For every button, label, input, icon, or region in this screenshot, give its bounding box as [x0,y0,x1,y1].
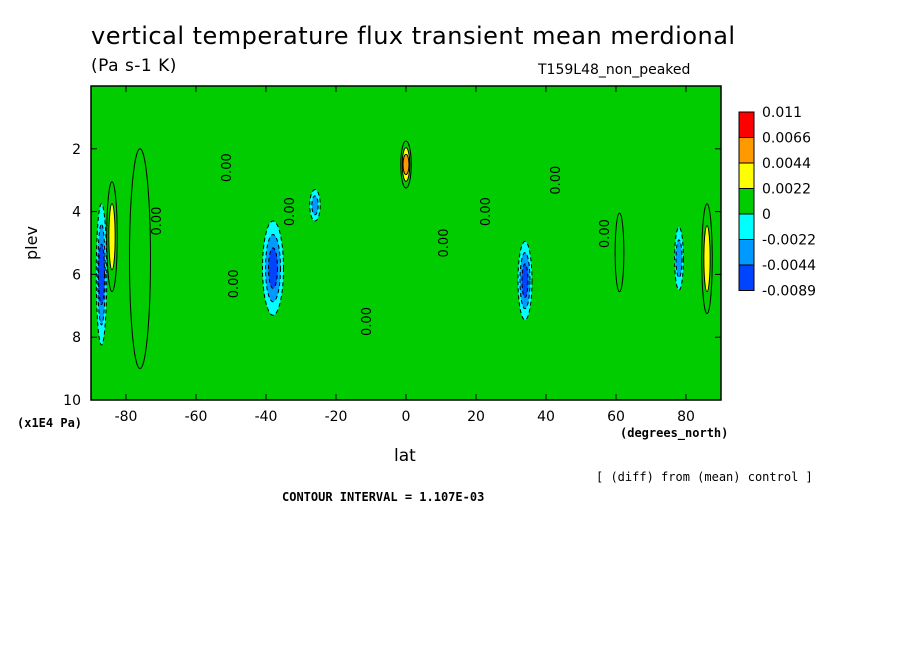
contour-region-3-2 [268,247,278,289]
chart-units: (Pa s-1 K) [91,56,177,76]
x-tick-label-0: -80 [115,409,138,425]
colorbar-swatch-5 [738,239,755,266]
y-tick-label-2: 6 [72,267,81,283]
x-tick-label-3: -20 [325,409,348,425]
colorbar-swatch-2 [738,162,755,189]
colorbar-label-0: 0.011 [762,105,802,121]
x-tick-label-6: 40 [537,409,555,425]
contour-label-5: 0.00 [220,153,235,182]
contour-label-4: 0.00 [437,229,452,258]
colorbar-label-2: 0.0044 [762,156,811,172]
contour-label-8: 0.00 [479,197,494,226]
contour-region-5-2 [402,153,410,176]
colorbar-label-4: 0 [762,207,771,223]
colorbar-swatch-6 [738,264,755,291]
x-axis-label: lat [394,446,416,466]
colorbar-swatch-3 [738,188,755,215]
y-tick-label-1: 4 [72,205,81,221]
contour-region-9-1 [703,225,711,293]
contour-region-8-1 [675,239,683,279]
colorbar-swatch-1 [738,137,755,164]
contour-label-2: 0.00 [283,197,298,226]
x-tick-label-2: -40 [255,409,278,425]
x-axis-units: (degrees_north) [620,426,729,440]
contour-label-6: 0.00 [549,166,564,195]
colorbar-label-3: 0.0022 [762,182,811,198]
diff-note: [ (diff) from (mean) control ] [596,470,813,484]
axes: -80 -60 -40 -20 0 20 40 60 80 2 4 6 8 10 [63,86,721,425]
x-tick-label-1: -60 [185,409,208,425]
contour-field: 0.00 0.00 0.00 0.00 0.00 0.00 0.00 0.00 0.00 [95,140,713,370]
field-base [91,86,721,400]
colorbar-label-5: -0.0022 [762,233,816,249]
contour-region-4-1 [311,195,319,216]
contour-interval: CONTOUR INTERVAL = 1.107E-03 [282,490,485,504]
colorbar-label-6: -0.0044 [762,258,816,274]
colorbar-swatch-4 [738,213,755,240]
contour-region-7-0 [614,212,625,293]
contour-region-6-2 [521,263,529,299]
contour-label-3: 0.00 [360,307,375,336]
colorbar-label-7: -0.0089 [762,284,816,300]
y-tick-label-0: 2 [72,142,81,158]
x-tick-label-5: 20 [467,409,485,425]
chart-title: vertical temperature flux transient mean… [91,22,736,50]
x-tick-label-8: 80 [677,409,695,425]
y-tick-label-3: 8 [72,330,81,346]
contour-label-7: 0.00 [598,219,613,248]
x-tick-label-7: 60 [607,409,625,425]
x-tick-label-4: 0 [402,409,411,425]
colorbar-swatch-0 [738,111,755,138]
contour-label-0: 0.00 [150,207,165,236]
contour-label-1: 0.00 [227,269,242,298]
y-tick-label-4: 10 [63,393,81,409]
colorbar-label-1: 0.0066 [762,131,811,147]
contour-region-0-2 [98,243,105,306]
contour-region-2-0 [129,148,151,370]
y-axis-units: (x1E4 Pa) [17,416,83,430]
contour-region-1-1 [108,203,116,271]
plot-background [91,86,721,400]
run-id-label: T159L48_non_peaked [538,62,691,78]
colorbar: 0.011 0.0066 0.0044 0.0022 0 -0.0022 -0.0044 -0… [738,105,816,300]
